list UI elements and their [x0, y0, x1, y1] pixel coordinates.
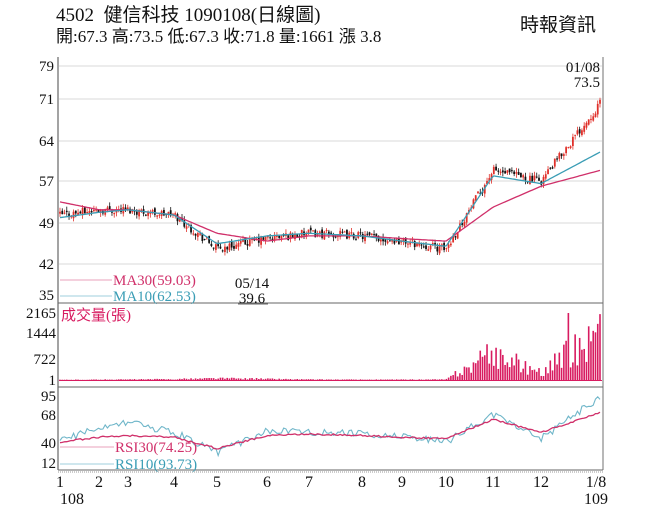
price-axis: 79 71 64 57 49 42 35: [39, 59, 55, 304]
x-tick-4: 4: [170, 474, 178, 491]
x-tick-12: 12: [533, 474, 549, 491]
price-panel: [57, 57, 604, 471]
x-tick-1-8: 1/8: [586, 474, 606, 491]
high-date-label: 01/08: [566, 60, 600, 76]
x-tick-1: 1: [56, 474, 64, 491]
x-axis: 1 2 3 4 5 6 7 8 9 10 11 12 1/8 108 109: [56, 471, 608, 508]
quote-summary: 開:67.3 高:73.5 低:67.3 收:71.8 量:1661 漲 3.8: [56, 27, 382, 46]
x-tick-10: 10: [438, 474, 454, 491]
tick-95: 95: [41, 389, 56, 405]
tick-79: 79: [39, 59, 54, 75]
x-tick-5: 5: [213, 474, 221, 491]
source-brand: 時報資訊: [520, 15, 597, 36]
tick-64: 64: [39, 134, 55, 150]
high-value-label: 73.5: [574, 75, 600, 91]
tick-12: 12: [41, 456, 56, 472]
x-tick-8: 8: [358, 474, 366, 491]
tick-2165: 2165: [26, 306, 56, 322]
low-date-label: 05/14: [235, 276, 270, 292]
x-tick-9: 9: [398, 474, 406, 491]
x-tick-3: 3: [124, 474, 132, 491]
x-year-start: 108: [60, 491, 84, 508]
tick-71: 71: [39, 92, 54, 108]
volume-legend: 成交量(張): [61, 306, 131, 324]
tick-35: 35: [39, 288, 54, 304]
tick-722: 722: [34, 352, 57, 368]
x-tick-11: 11: [485, 474, 500, 491]
x-tick-7: 7: [305, 474, 313, 491]
rsi30-legend: RSI30(74.25): [115, 440, 197, 456]
tick-1444: 1444: [26, 326, 57, 342]
tick-40: 40: [41, 436, 56, 452]
ma10-legend: MA10(62.53): [113, 289, 196, 305]
tick-1: 1: [49, 373, 57, 389]
x-tick-6: 6: [263, 474, 271, 491]
rsi-panel: [59, 395, 601, 458]
x-year-end: 109: [584, 491, 608, 508]
low-value-label: 39.6: [239, 291, 266, 307]
chart-title: 4502 健信科技 1090108(日線圖): [56, 5, 321, 26]
tick-68: 68: [41, 408, 56, 424]
ma30-legend: MA30(59.03): [113, 273, 196, 289]
rsi-axis: 95 68 40 12: [41, 389, 56, 472]
rsi10-legend: RSI10(93.73): [115, 457, 197, 473]
volume-panel: [59, 313, 602, 381]
volume-axis: 2165 1444 722 1: [26, 306, 57, 389]
tick-42: 42: [39, 257, 54, 273]
tick-57: 57: [39, 174, 55, 190]
x-tick-2: 2: [95, 474, 103, 491]
tick-49: 49: [39, 216, 54, 232]
